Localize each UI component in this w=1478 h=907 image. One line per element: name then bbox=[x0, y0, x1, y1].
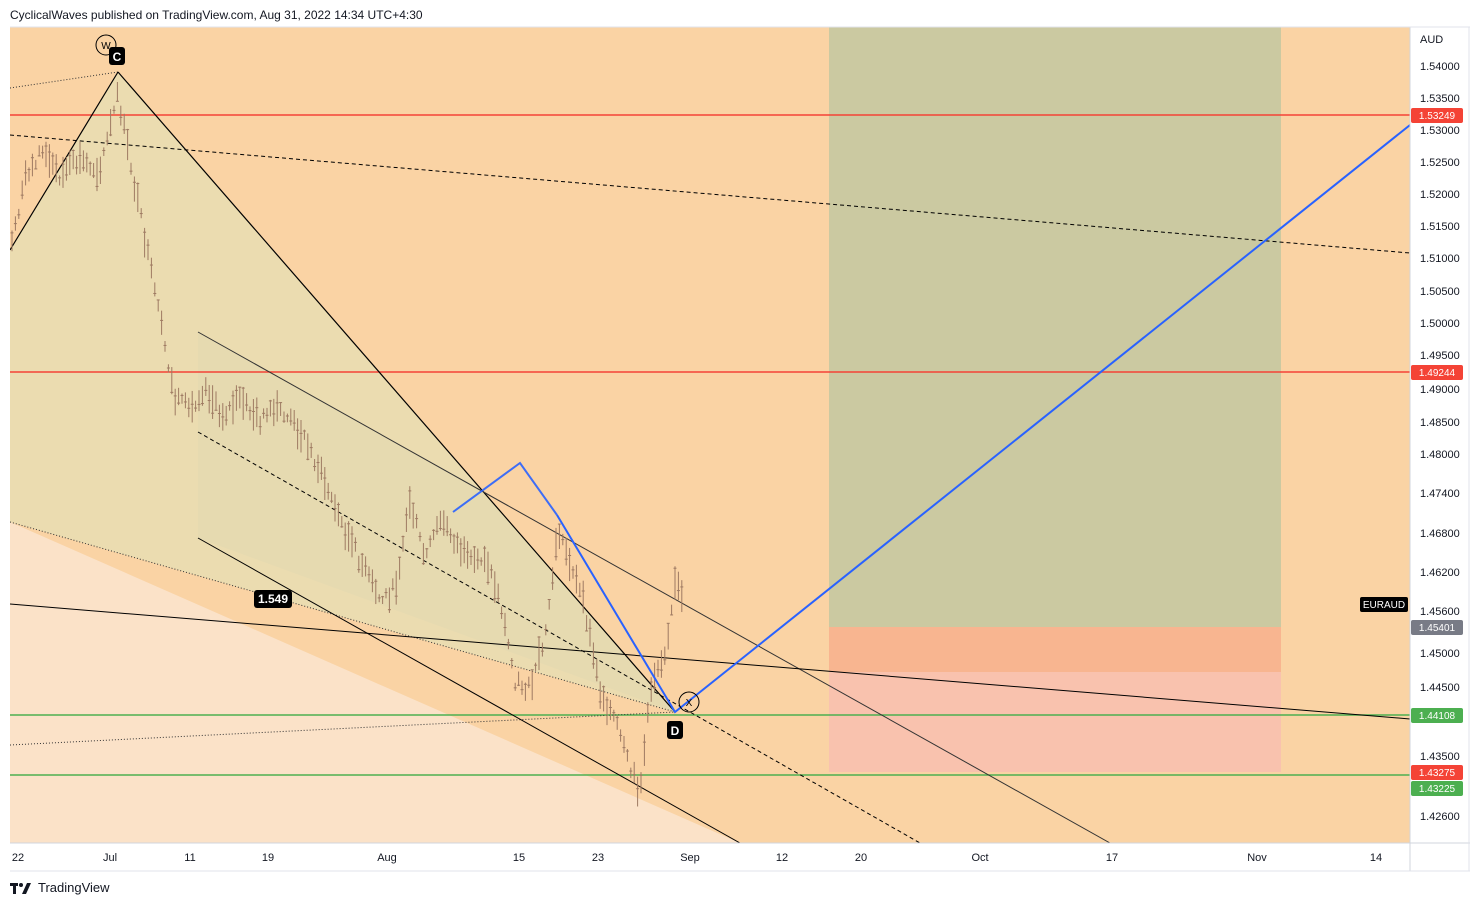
x-tick: 17 bbox=[1106, 852, 1118, 864]
y-tick: 1.49500 bbox=[1420, 350, 1460, 362]
y-tick: 1.51000 bbox=[1420, 253, 1460, 265]
x-tick: 11 bbox=[184, 852, 195, 864]
price-label-143225: 1.43225 bbox=[1419, 784, 1456, 795]
price-label-145401: 1.45401 bbox=[1419, 623, 1456, 634]
wedge-line-left bbox=[10, 71, 119, 251]
y-tick: 1.45000 bbox=[1420, 648, 1460, 660]
channel-lower-line bbox=[197, 537, 741, 843]
y-tick: 1.50500 bbox=[1420, 286, 1460, 298]
dashed-channel-mid bbox=[197, 431, 921, 843]
y-tick: 1.48500 bbox=[1420, 417, 1460, 429]
x-tick: 20 bbox=[855, 852, 867, 864]
price-label-149244-bg bbox=[1411, 365, 1463, 380]
y-tick: 1.43500 bbox=[1420, 751, 1460, 763]
y-tick: 1.52500 bbox=[1420, 157, 1460, 169]
x-tick: Sep bbox=[680, 852, 700, 864]
wave-w-circle bbox=[95, 34, 117, 56]
x-tick: Aug bbox=[377, 852, 397, 864]
ratio-badge bbox=[254, 590, 292, 608]
symbol-tag: EURAUD bbox=[1363, 600, 1405, 611]
price-label-145401-bg bbox=[1411, 620, 1463, 635]
dotted-line-top bbox=[10, 71, 119, 89]
x-tick: 19 bbox=[262, 852, 274, 864]
y-tick: 1.49000 bbox=[1420, 384, 1460, 396]
y-tick: 1.52000 bbox=[1420, 189, 1460, 201]
price-label-143225-bg bbox=[1411, 781, 1463, 796]
price-label-153249: 1.53249 bbox=[1419, 111, 1456, 122]
price-label-144108: 1.44108 bbox=[1419, 711, 1456, 722]
y-tick: 1.50000 bbox=[1420, 318, 1460, 330]
x-tick: 22 bbox=[12, 852, 24, 864]
publish-info: CyclicalWaves published on TradingView.c… bbox=[10, 8, 423, 22]
y-tick: 1.48000 bbox=[1420, 449, 1460, 461]
tradingview-logo-icon bbox=[10, 882, 31, 894]
footer: TradingView bbox=[10, 880, 110, 895]
stop-zone-upper bbox=[829, 627, 1281, 672]
y-tick: 1.46200 bbox=[1420, 567, 1460, 579]
price-label-153249-bg bbox=[1411, 108, 1463, 123]
x-tick: 14 bbox=[1370, 852, 1382, 864]
symbol-tag-bg bbox=[1360, 597, 1408, 612]
dotted-line-wedge bbox=[10, 521, 676, 713]
ratio-label: 1.549 bbox=[258, 592, 288, 606]
wave-x-circle bbox=[678, 691, 700, 713]
x-tick: 15 bbox=[513, 852, 525, 864]
wave-w-label: W bbox=[101, 41, 111, 52]
y-tick: 1.53500 bbox=[1420, 93, 1460, 105]
price-label-144108-bg bbox=[1411, 708, 1463, 723]
channel-upper-line bbox=[197, 331, 1111, 843]
blue-path bbox=[556, 124, 1410, 714]
y-tick: 1.51500 bbox=[1420, 221, 1460, 233]
y-tick: 1.47400 bbox=[1420, 488, 1460, 500]
price-label-143275: 1.43275 bbox=[1419, 768, 1456, 779]
dashed-trendline-upper bbox=[10, 134, 1410, 254]
y-tick: 1.42600 bbox=[1420, 811, 1460, 823]
y-tick: 1.44500 bbox=[1420, 682, 1460, 694]
y-tick: 1.54000 bbox=[1420, 61, 1460, 73]
wave-c-label: C bbox=[113, 50, 122, 64]
y-tick: 1.45600 bbox=[1420, 606, 1460, 618]
price-label-149244: 1.49244 bbox=[1419, 368, 1456, 379]
price-label-143275-bg bbox=[1411, 765, 1463, 780]
x-tick: Jul bbox=[103, 852, 117, 864]
x-tick: Nov bbox=[1247, 852, 1267, 864]
wave-x-label: X bbox=[686, 698, 693, 709]
blue-path-left bbox=[452, 461, 558, 516]
wave-d-badge bbox=[667, 721, 683, 739]
currency-label: AUD bbox=[1420, 34, 1443, 46]
y-tick: 1.53000 bbox=[1420, 125, 1460, 137]
wave-c-badge bbox=[109, 47, 125, 65]
x-tick: 23 bbox=[592, 852, 604, 864]
x-tick: Oct bbox=[971, 852, 988, 864]
x-tick: 12 bbox=[776, 852, 788, 864]
candles bbox=[10, 82, 684, 807]
target-zone bbox=[829, 27, 1281, 627]
time-axis[interactable]: 22 Jul 11 19 Aug 15 23 Sep 12 20 Oct 17 … bbox=[12, 852, 1382, 864]
wave-d-label: D bbox=[671, 724, 680, 738]
wedge-line-cd bbox=[117, 71, 676, 713]
footer-brand[interactable]: TradingView bbox=[38, 880, 110, 895]
lower-band bbox=[10, 522, 740, 843]
y-tick: 1.46800 bbox=[1420, 528, 1460, 540]
price-axis[interactable]: 1.54000 1.53500 1.53000 1.52500 1.52000 … bbox=[1420, 61, 1460, 823]
long-trendline bbox=[10, 603, 1410, 720]
